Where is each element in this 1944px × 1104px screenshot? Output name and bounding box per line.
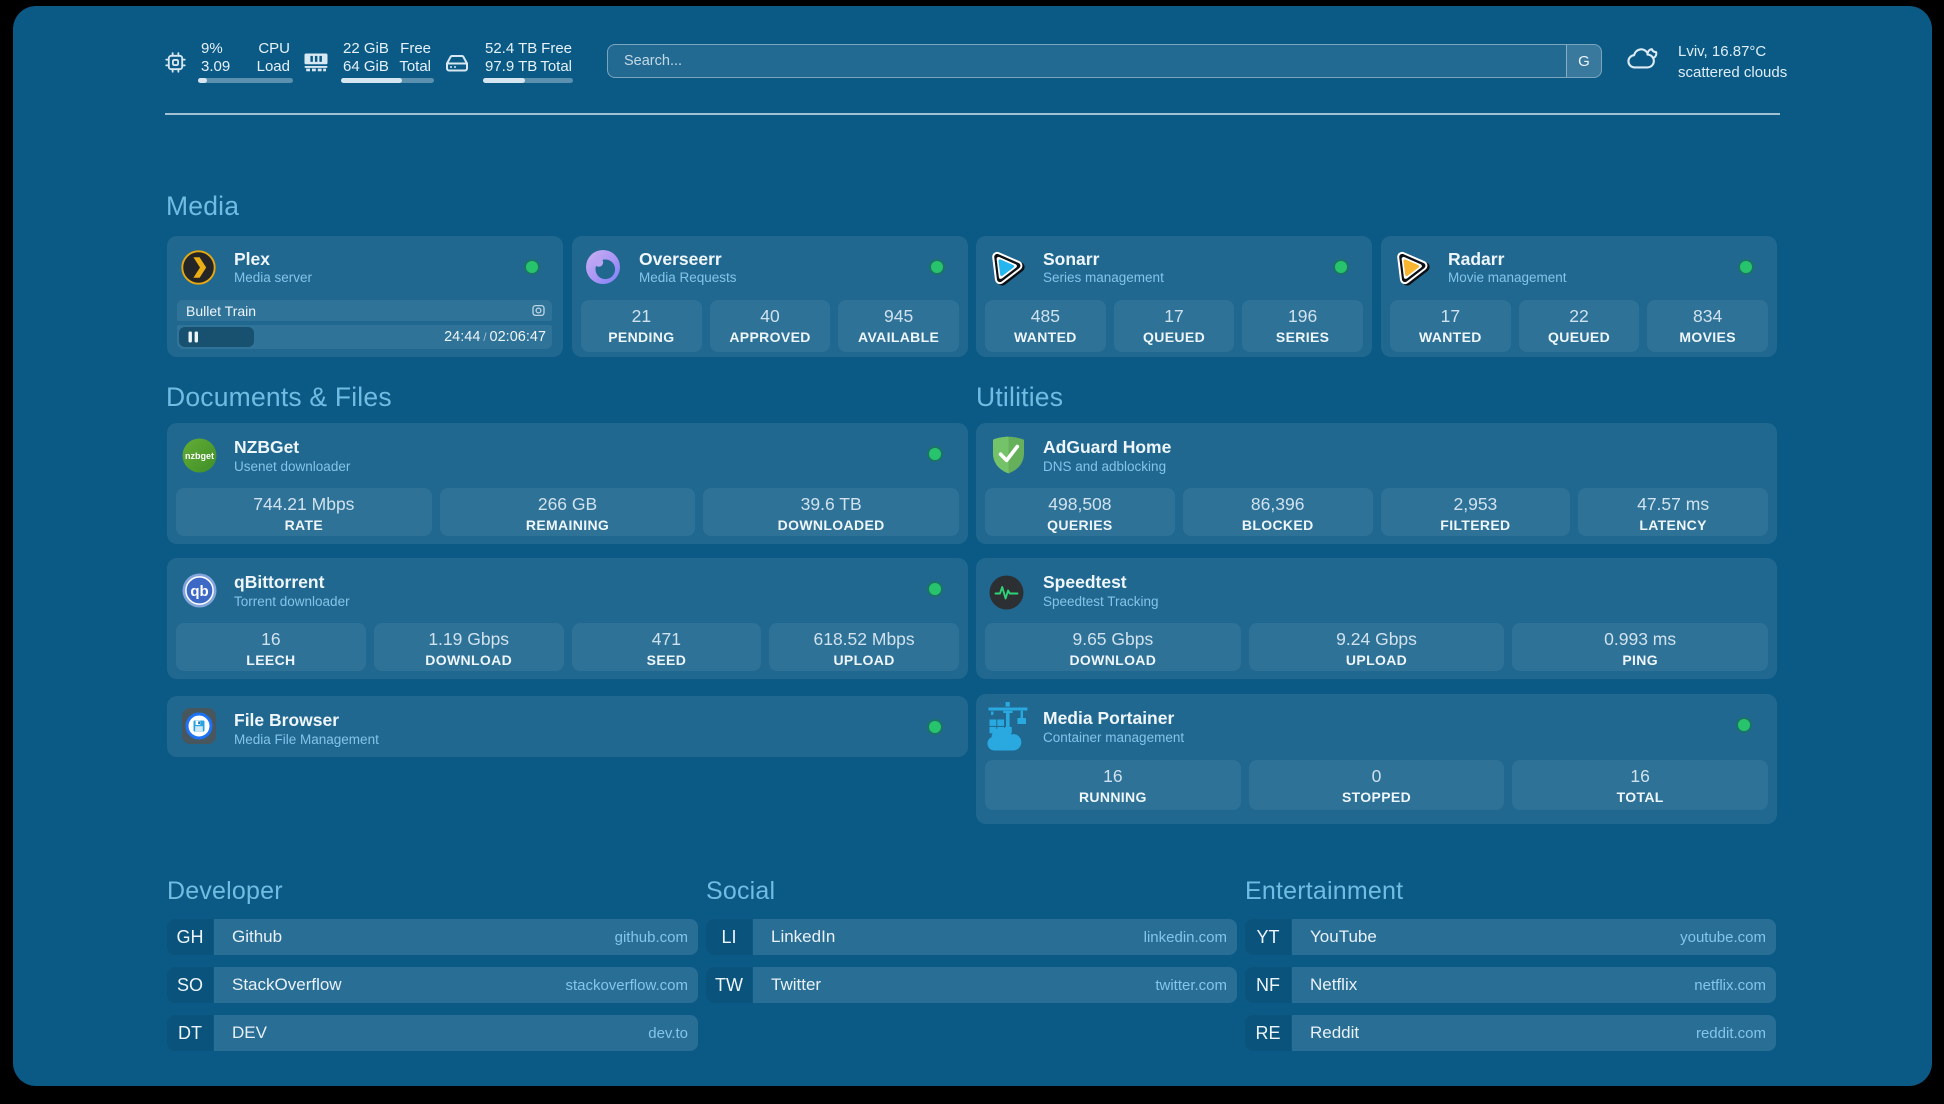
svg-text:nzbget: nzbget bbox=[185, 451, 214, 461]
svg-text:qb: qb bbox=[190, 583, 208, 600]
